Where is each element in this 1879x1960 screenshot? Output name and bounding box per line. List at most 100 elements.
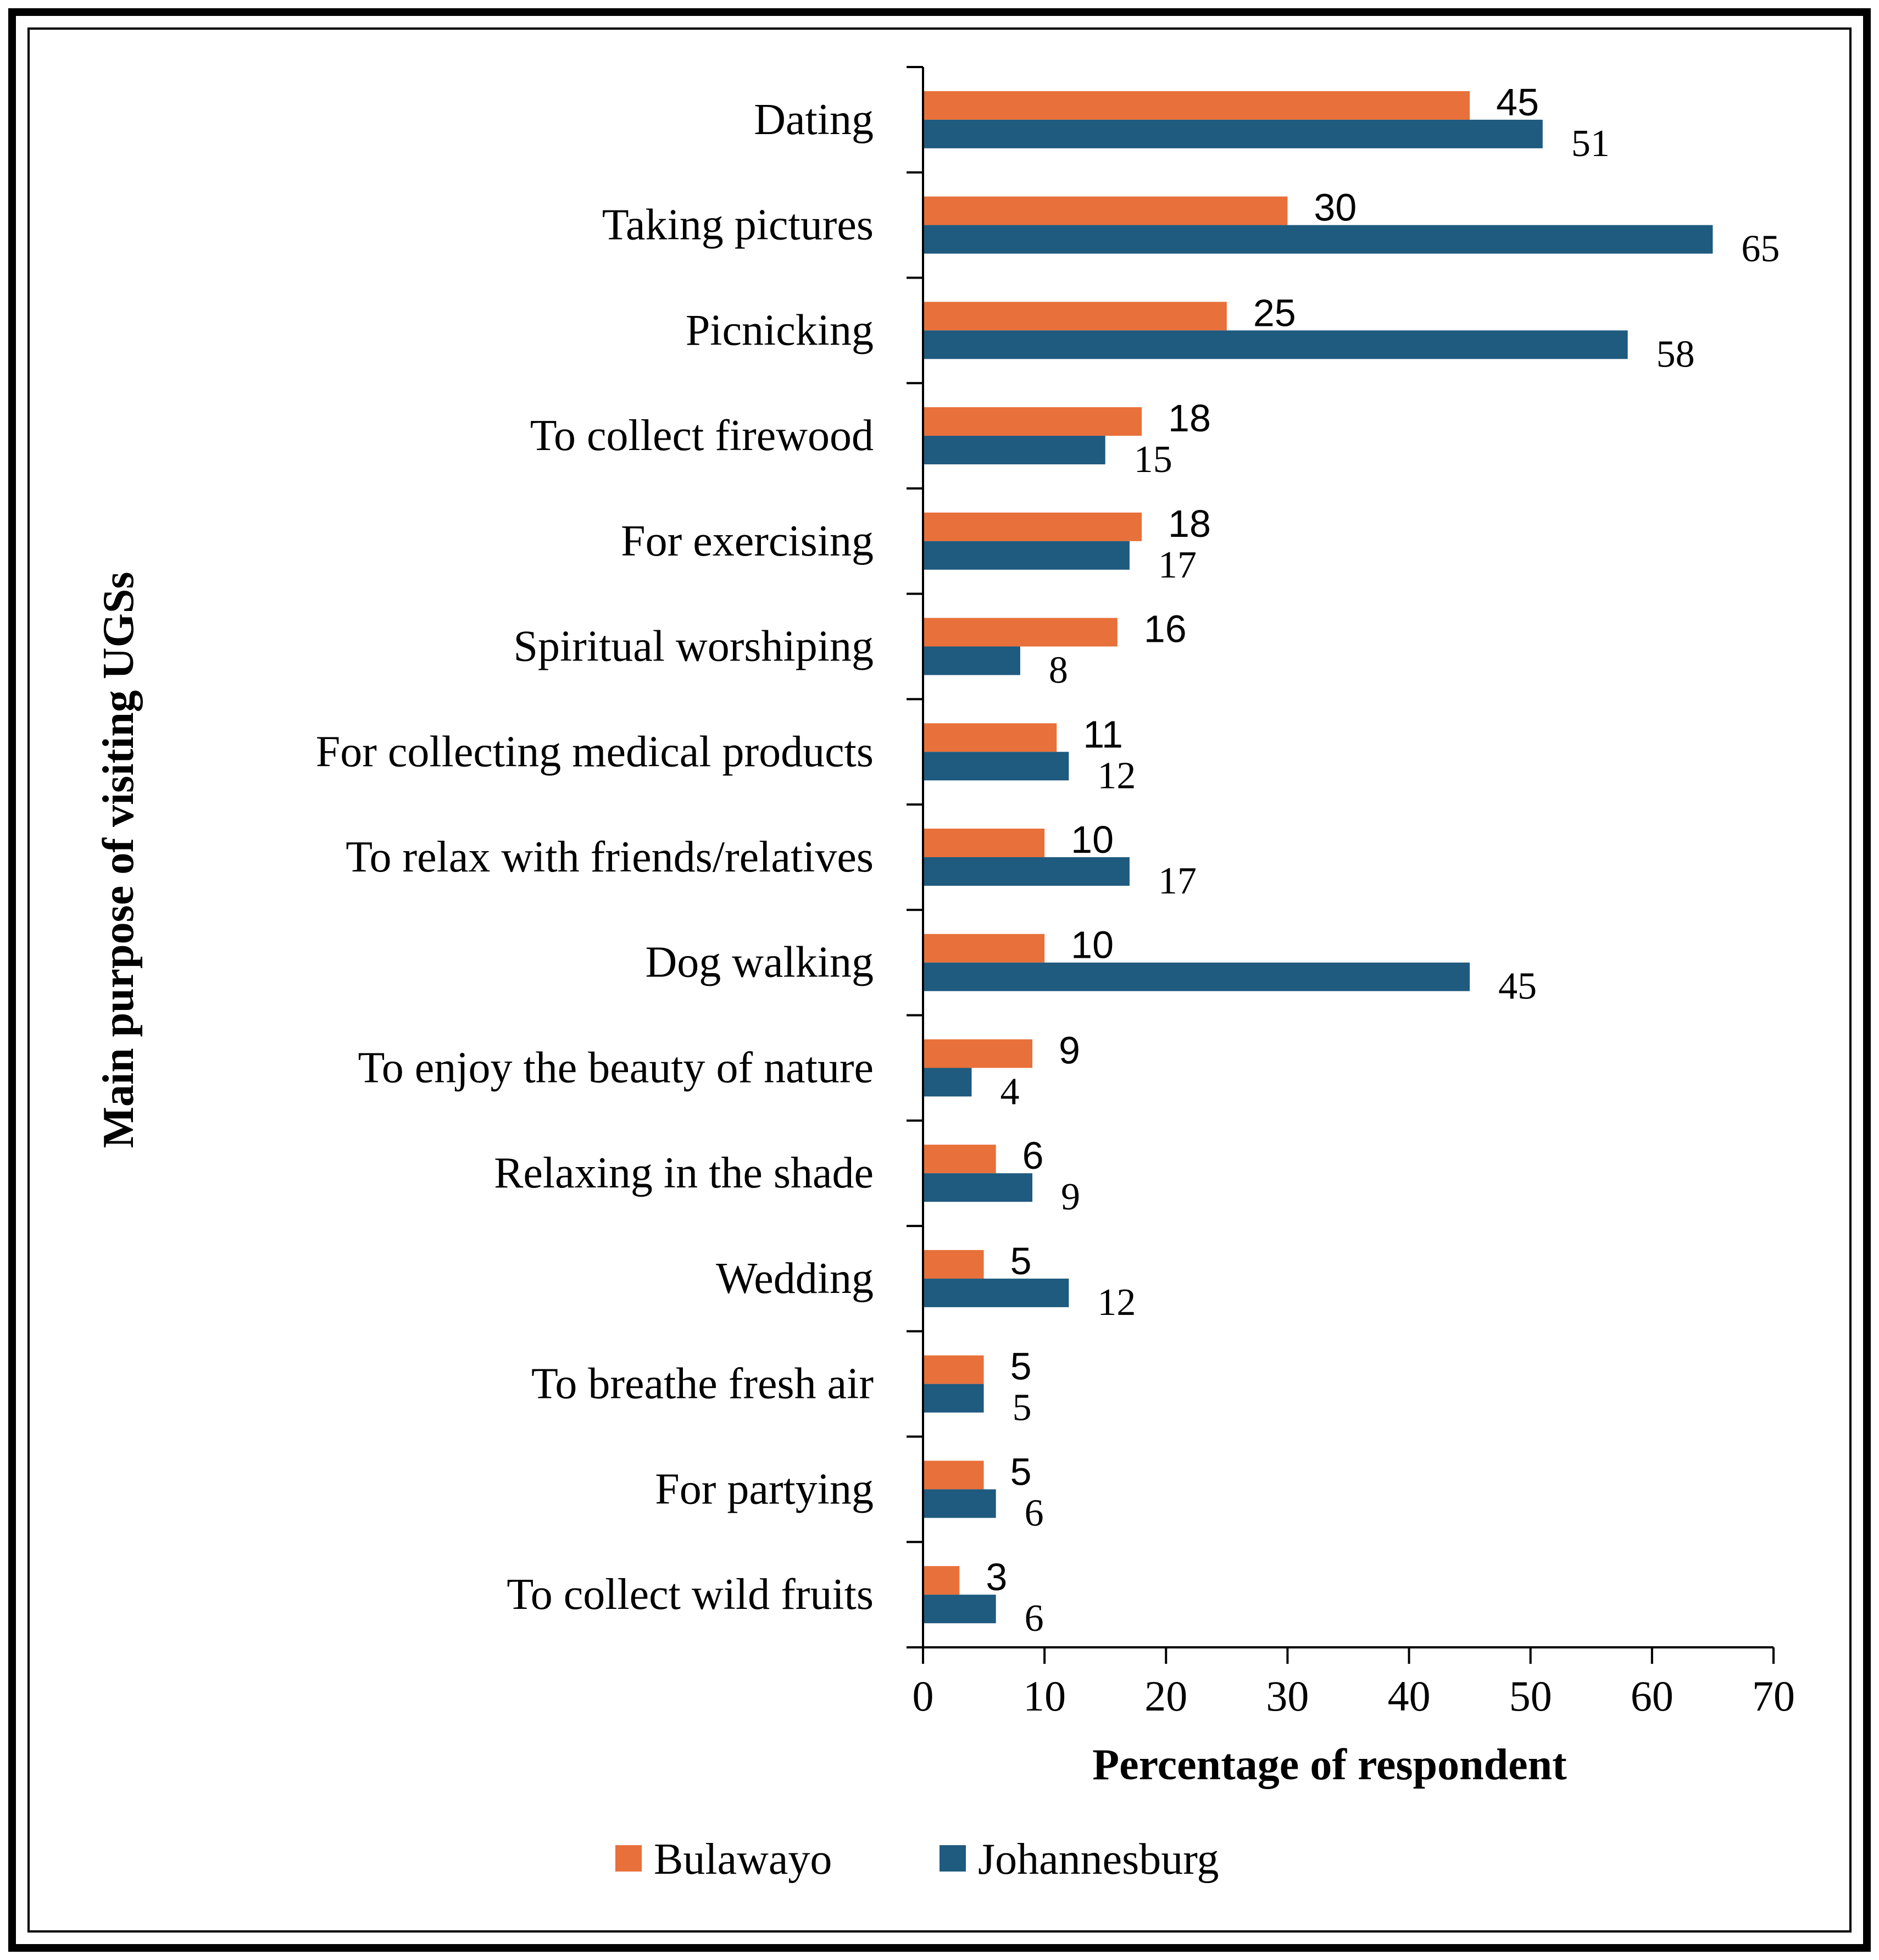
category-labels-layer: Dating Taking pictures Picnicking To collec… — [316, 96, 874, 1619]
value-label-bulawayo: 10 — [1071, 818, 1114, 861]
x-ticks-layer: 0 10 20 30 40 50 60 70 — [913, 1647, 1795, 1720]
value-label-bulawayo: 11 — [1083, 713, 1123, 756]
bar-johannesburg — [923, 119, 1543, 148]
category-label: Dog walking — [645, 939, 874, 987]
legend-label: Bulawayo — [654, 1835, 832, 1884]
value-label-johannesburg: 12 — [1097, 754, 1136, 797]
value-label-bulawayo: 5 — [1010, 1240, 1032, 1282]
value-label-johannesburg: 9 — [1061, 1176, 1080, 1218]
bar-johannesburg — [923, 225, 1713, 254]
bar-johannesburg — [923, 752, 1069, 781]
bar-bulawayo — [923, 1461, 984, 1490]
bar-bulawayo — [923, 407, 1142, 436]
value-label-bulawayo: 9 — [1059, 1029, 1080, 1071]
bar-johannesburg — [923, 541, 1130, 570]
axes-layer — [907, 66, 1774, 1648]
bar-bulawayo — [923, 1250, 984, 1279]
bar-bulawayo — [923, 829, 1045, 857]
x-axis-title: Percentage of respondent — [1092, 1741, 1567, 1789]
bar-johannesburg — [923, 962, 1470, 991]
inner-frame — [27, 27, 1852, 1933]
bar-bulawayo — [923, 1039, 1033, 1068]
category-label: Taking pictures — [602, 201, 874, 249]
legend-swatch — [940, 1845, 966, 1872]
legend-label: Johannesburg — [978, 1835, 1219, 1884]
value-label-bulawayo: 45 — [1496, 81, 1539, 124]
value-label-bulawayo: 18 — [1168, 397, 1211, 440]
bar-bulawayo — [923, 618, 1118, 647]
x-tick-label: 40 — [1388, 1672, 1431, 1720]
x-tick-label: 50 — [1509, 1672, 1552, 1720]
bar-bulawayo — [923, 1355, 984, 1384]
y-axis-title: Main purpose of visiting UGSs — [94, 571, 143, 1148]
value-label-bulawayo: 16 — [1144, 608, 1187, 651]
category-label: For collecting medical products — [316, 728, 874, 776]
value-label-johannesburg: 45 — [1498, 965, 1537, 1008]
value-label-johannesburg: 58 — [1656, 333, 1695, 375]
x-tick-label: 60 — [1631, 1672, 1674, 1720]
category-label: To collect wild fruits — [507, 1570, 874, 1619]
bar-bulawayo — [923, 1566, 960, 1595]
x-tick-label: 70 — [1752, 1672, 1795, 1720]
legend-swatch — [615, 1845, 642, 1872]
bar-johannesburg — [923, 1173, 1033, 1202]
bar-johannesburg — [923, 1278, 1069, 1307]
value-label-johannesburg: 6 — [1025, 1492, 1044, 1534]
value-label-bulawayo: 10 — [1071, 924, 1114, 967]
value-label-johannesburg: 15 — [1134, 438, 1172, 481]
value-label-johannesburg: 8 — [1049, 649, 1068, 692]
value-label-johannesburg: 5 — [1013, 1387, 1032, 1429]
bar-johannesburg — [923, 1068, 972, 1097]
bar-bulawayo — [923, 91, 1470, 120]
bar-johannesburg — [923, 1595, 996, 1624]
x-tick-label: 20 — [1144, 1672, 1187, 1720]
x-tick-label: 0 — [913, 1672, 934, 1720]
bar-bulawayo — [923, 512, 1142, 541]
value-label-johannesburg: 6 — [1025, 1597, 1044, 1640]
value-label-bulawayo: 30 — [1314, 186, 1357, 229]
bar-bulawayo — [923, 196, 1288, 225]
x-tick-label: 10 — [1023, 1672, 1066, 1720]
value-label-bulawayo: 5 — [1010, 1345, 1032, 1388]
value-labels-layer: 4551306525581815181716811121017104594695… — [986, 81, 1780, 1640]
bar-johannesburg — [923, 1384, 984, 1413]
value-label-bulawayo: 18 — [1168, 502, 1211, 545]
bar-johannesburg — [923, 330, 1628, 359]
value-label-johannesburg: 17 — [1158, 860, 1197, 902]
bar-johannesburg — [923, 857, 1130, 886]
bars-layer — [923, 91, 1713, 1624]
category-label: For partying — [655, 1465, 874, 1513]
bar-bulawayo — [923, 302, 1227, 331]
category-label: Relaxing in the shade — [494, 1149, 874, 1197]
value-label-bulawayo: 5 — [1010, 1450, 1032, 1493]
value-label-johannesburg: 51 — [1571, 123, 1610, 165]
bar-bulawayo — [923, 934, 1045, 963]
category-label: To relax with friends/relatives — [346, 833, 874, 881]
value-label-johannesburg: 65 — [1741, 228, 1780, 270]
legend-item-johannesburg: Johannesburg — [940, 1835, 1219, 1884]
value-label-johannesburg: 12 — [1097, 1281, 1136, 1324]
category-label: To collect firewood — [530, 412, 874, 460]
value-label-bulawayo: 3 — [986, 1556, 1007, 1598]
category-label: To breathe fresh air — [531, 1360, 874, 1408]
category-label: For exercising — [621, 517, 874, 565]
category-label: Wedding — [716, 1254, 874, 1303]
value-label-bulawayo: 6 — [1022, 1134, 1044, 1177]
category-label: Spiritual worshiping — [513, 623, 874, 671]
category-label: Picnicking — [686, 306, 874, 354]
bar-bulawayo — [923, 723, 1057, 752]
outer-frame — [8, 8, 1871, 1952]
bar-johannesburg — [923, 436, 1105, 465]
bar-bulawayo — [923, 1145, 996, 1174]
category-label: Dating — [754, 96, 874, 144]
category-label: To enjoy the beauty of nature — [358, 1043, 874, 1092]
bar-johannesburg — [923, 646, 1020, 675]
value-label-johannesburg: 4 — [1000, 1070, 1019, 1113]
value-label-johannesburg: 17 — [1158, 544, 1197, 586]
bar-johannesburg — [923, 1489, 996, 1518]
value-label-bulawayo: 25 — [1253, 291, 1296, 334]
legend-item-bulawayo: Bulawayo — [615, 1835, 832, 1884]
x-tick-label: 30 — [1266, 1672, 1309, 1720]
legend: Bulawayo Johannesburg — [615, 1835, 1219, 1884]
